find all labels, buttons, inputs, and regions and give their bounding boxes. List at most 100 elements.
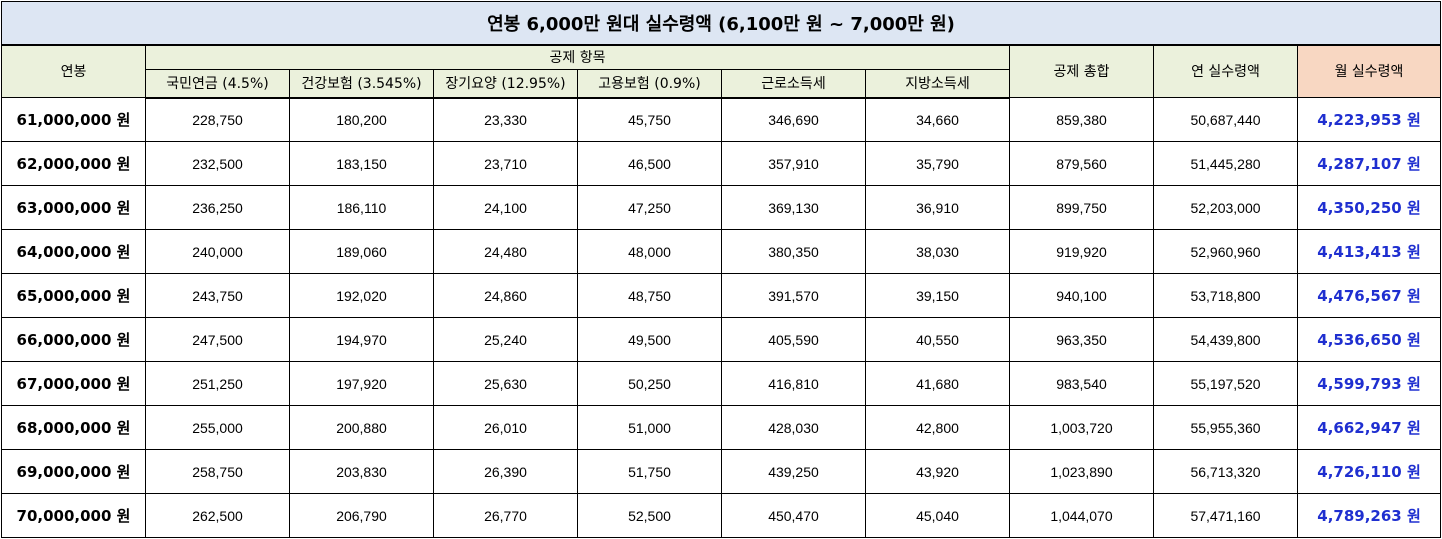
header-health: 건강보험 (3.545%) [289, 69, 434, 99]
salary-cell: 67,000,000 원 [1, 361, 146, 406]
pension-cell: 232,500 [145, 141, 290, 186]
monthly-cell: 4,536,650 원 [1296, 317, 1442, 362]
income-tax-cell: 450,470 [721, 493, 866, 538]
table-row: 67,000,000 원 251,250 197,920 25,630 50,2… [1, 361, 1442, 406]
annual-cell: 53,718,800 [1153, 273, 1298, 318]
annual-cell: 57,471,160 [1153, 493, 1298, 538]
monthly-cell: 4,413,413 원 [1296, 229, 1442, 274]
total-cell: 963,350 [1009, 317, 1154, 362]
header-local-tax: 지방소득세 [865, 69, 1010, 99]
total-cell: 859,380 [1009, 97, 1154, 142]
ltc-cell: 26,770 [433, 493, 578, 538]
annual-cell: 56,713,320 [1153, 449, 1298, 494]
table-body: 61,000,000 원 228,750 180,200 23,330 45,7… [1, 97, 1442, 538]
header-income-tax: 근로소득세 [721, 69, 866, 99]
monthly-cell: 4,223,953 원 [1296, 97, 1442, 142]
local-tax-cell: 42,800 [865, 405, 1010, 450]
pension-cell: 247,500 [145, 317, 290, 362]
header-salary: 연봉 [1, 44, 146, 98]
ltc-cell: 24,860 [433, 273, 578, 318]
header-annual-net: 연 실수령액 [1153, 44, 1298, 98]
annual-cell: 50,687,440 [1153, 97, 1298, 142]
total-cell: 1,003,720 [1009, 405, 1154, 450]
total-cell: 940,100 [1009, 273, 1154, 318]
local-tax-cell: 40,550 [865, 317, 1010, 362]
health-cell: 197,920 [289, 361, 434, 406]
health-cell: 180,200 [289, 97, 434, 142]
annual-cell: 55,197,520 [1153, 361, 1298, 406]
employment-cell: 50,250 [577, 361, 722, 406]
local-tax-cell: 36,910 [865, 185, 1010, 230]
ltc-cell: 23,710 [433, 141, 578, 186]
annual-cell: 51,445,280 [1153, 141, 1298, 186]
salary-cell: 63,000,000 원 [1, 185, 146, 230]
annual-cell: 52,960,960 [1153, 229, 1298, 274]
ltc-cell: 25,630 [433, 361, 578, 406]
header-deduction-group: 공제 항목 [145, 44, 1010, 70]
table-row: 65,000,000 원 243,750 192,020 24,860 48,7… [1, 273, 1442, 318]
employment-cell: 45,750 [577, 97, 722, 142]
pension-cell: 258,750 [145, 449, 290, 494]
total-cell: 919,920 [1009, 229, 1154, 274]
health-cell: 200,880 [289, 405, 434, 450]
local-tax-cell: 35,790 [865, 141, 1010, 186]
pension-cell: 262,500 [145, 493, 290, 538]
employment-cell: 51,750 [577, 449, 722, 494]
monthly-cell: 4,789,263 원 [1296, 493, 1442, 538]
income-tax-cell: 405,590 [721, 317, 866, 362]
salary-cell: 66,000,000 원 [1, 317, 146, 362]
monthly-cell: 4,350,250 원 [1296, 185, 1442, 230]
employment-cell: 51,000 [577, 405, 722, 450]
pension-cell: 228,750 [145, 97, 290, 142]
employment-cell: 49,500 [577, 317, 722, 362]
table-row: 62,000,000 원 232,500 183,150 23,710 46,5… [1, 141, 1442, 186]
income-tax-cell: 391,570 [721, 273, 866, 318]
table-row: 68,000,000 원 255,000 200,880 26,010 51,0… [1, 405, 1442, 450]
total-cell: 983,540 [1009, 361, 1154, 406]
header-total-deduction: 공제 총합 [1009, 44, 1154, 98]
total-cell: 899,750 [1009, 185, 1154, 230]
employment-cell: 48,750 [577, 273, 722, 318]
table-row: 66,000,000 원 247,500 194,970 25,240 49,5… [1, 317, 1442, 362]
total-cell: 879,560 [1009, 141, 1154, 186]
monthly-cell: 4,287,107 원 [1296, 141, 1442, 186]
monthly-cell: 4,726,110 원 [1296, 449, 1442, 494]
local-tax-cell: 38,030 [865, 229, 1010, 274]
salary-cell: 69,000,000 원 [1, 449, 146, 494]
header-employment: 고용보험 (0.9%) [577, 69, 722, 99]
table-row: 63,000,000 원 236,250 186,110 24,100 47,2… [1, 185, 1442, 230]
monthly-cell: 4,599,793 원 [1296, 361, 1442, 406]
local-tax-cell: 43,920 [865, 449, 1010, 494]
health-cell: 186,110 [289, 185, 434, 230]
ltc-cell: 26,390 [433, 449, 578, 494]
income-tax-cell: 416,810 [721, 361, 866, 406]
health-cell: 192,020 [289, 273, 434, 318]
health-cell: 183,150 [289, 141, 434, 186]
header-monthly-net: 월 실수령액 [1296, 44, 1442, 98]
pension-cell: 251,250 [145, 361, 290, 406]
salary-cell: 61,000,000 원 [1, 97, 146, 142]
salary-cell: 68,000,000 원 [1, 405, 146, 450]
pension-cell: 236,250 [145, 185, 290, 230]
employment-cell: 52,500 [577, 493, 722, 538]
annual-cell: 54,439,800 [1153, 317, 1298, 362]
monthly-cell: 4,476,567 원 [1296, 273, 1442, 318]
employment-cell: 48,000 [577, 229, 722, 274]
total-cell: 1,044,070 [1009, 493, 1154, 538]
health-cell: 206,790 [289, 493, 434, 538]
header-pension: 국민연금 (4.5%) [145, 69, 290, 99]
local-tax-cell: 41,680 [865, 361, 1010, 406]
income-tax-cell: 380,350 [721, 229, 866, 274]
local-tax-cell: 34,660 [865, 97, 1010, 142]
salary-cell: 64,000,000 원 [1, 229, 146, 274]
monthly-cell: 4,662,947 원 [1296, 405, 1442, 450]
salary-cell: 62,000,000 원 [1, 141, 146, 186]
salary-cell: 70,000,000 원 [1, 493, 146, 538]
income-tax-cell: 357,910 [721, 141, 866, 186]
pension-cell: 240,000 [145, 229, 290, 274]
table-title: 연봉 6,000만 원대 실수령액 (6,100만 원 ~ 7,000만 원) [0, 1, 1442, 46]
income-tax-cell: 369,130 [721, 185, 866, 230]
health-cell: 194,970 [289, 317, 434, 362]
health-cell: 203,830 [289, 449, 434, 494]
